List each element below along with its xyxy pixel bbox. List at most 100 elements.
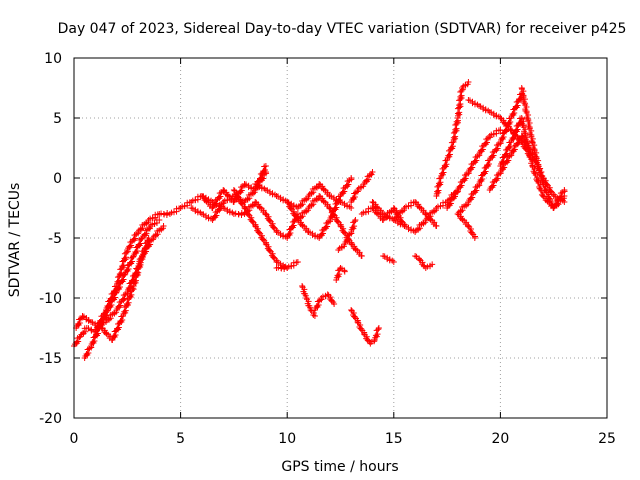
trace-marker	[108, 302, 115, 308]
trace-marker	[112, 332, 119, 338]
data-point	[354, 319, 361, 325]
trace-marker	[256, 229, 262, 236]
trace-marker	[104, 308, 111, 314]
trace-marker	[129, 258, 136, 265]
trace-marker	[479, 176, 486, 182]
trace-marker	[494, 145, 501, 152]
trace-marker	[200, 193, 207, 200]
trace-marker	[328, 297, 335, 304]
trace-marker	[292, 212, 299, 219]
trace-marker	[501, 164, 508, 171]
trace-marker	[466, 97, 473, 104]
trace-marker	[194, 208, 201, 215]
data-point	[348, 175, 355, 181]
trace-marker	[75, 338, 82, 345]
trace-marker	[315, 302, 322, 308]
trace-marker	[482, 106, 489, 113]
trace-marker	[134, 269, 141, 275]
trace-marker	[443, 161, 450, 168]
data-point	[326, 205, 333, 211]
trace-marker	[514, 126, 521, 133]
trace-marker	[365, 176, 372, 183]
trace-marker	[511, 146, 518, 153]
trace-marker	[307, 229, 314, 236]
y-tick-label: 5	[53, 111, 62, 127]
trace-marker	[500, 158, 507, 164]
trace-marker	[95, 326, 102, 332]
trace-marker	[473, 157, 480, 164]
trace-marker	[451, 193, 458, 200]
trace-marker	[123, 249, 130, 256]
trace-marker	[319, 230, 326, 237]
trace-marker	[205, 196, 212, 203]
trace-marker	[275, 229, 282, 236]
trace-marker	[127, 284, 134, 290]
trace-marker	[507, 119, 514, 125]
trace-marker	[446, 151, 453, 158]
data-point	[262, 211, 269, 217]
data-point	[433, 223, 440, 229]
trace-marker	[129, 254, 136, 260]
trace-marker	[245, 211, 252, 218]
trace-marker	[76, 320, 83, 326]
trace-marker	[500, 134, 507, 140]
trace-marker	[490, 182, 497, 189]
data-point	[230, 187, 237, 193]
x-tick-label: 25	[598, 431, 616, 447]
data-point	[390, 259, 397, 265]
trace-marker	[115, 324, 122, 331]
data-point	[316, 181, 323, 187]
data-point	[358, 253, 365, 259]
trace-marker	[116, 284, 123, 290]
trace-marker	[147, 241, 154, 248]
data-point	[412, 199, 419, 205]
trace-marker	[351, 223, 358, 230]
data-point	[529, 163, 536, 169]
trace-marker	[121, 295, 128, 302]
trace-marker	[128, 291, 135, 298]
trace-marker	[365, 337, 372, 344]
data-point	[160, 223, 167, 229]
trace-marker	[260, 175, 267, 182]
trace-marker	[89, 319, 96, 326]
trace-marker	[334, 218, 341, 225]
data-point	[348, 241, 355, 247]
x-tick-label: 15	[385, 431, 403, 447]
trace-marker	[119, 317, 126, 323]
data-point	[252, 223, 259, 229]
trace-marker	[479, 146, 486, 153]
trace-marker	[488, 109, 495, 116]
trace-marker	[213, 212, 220, 219]
data-point	[471, 235, 478, 241]
data-point	[352, 217, 359, 223]
y-axis-label: SDTVAR / TECUs	[7, 183, 23, 298]
trace-marker	[234, 193, 241, 200]
trace-marker	[264, 187, 271, 194]
trace-marker	[287, 205, 294, 212]
trace-marker	[392, 217, 399, 224]
data-point	[422, 211, 429, 217]
trace-marker	[328, 193, 335, 200]
trace-marker	[287, 230, 294, 236]
trace-marker	[397, 220, 404, 227]
trace-marker	[386, 256, 393, 263]
trace-marker	[121, 272, 128, 278]
trace-marker	[453, 118, 460, 125]
trace-marker	[336, 271, 343, 278]
data-point	[316, 193, 323, 199]
data-points	[71, 79, 568, 361]
trace-marker	[324, 223, 331, 230]
trace-marker	[217, 193, 224, 200]
trace-marker	[270, 224, 277, 231]
trace-marker	[333, 204, 340, 211]
data-point	[299, 283, 306, 289]
trace-marker	[266, 217, 273, 224]
trace-marker	[517, 95, 524, 101]
trace-marker	[128, 242, 135, 249]
trace-marker	[386, 214, 393, 221]
trace-marker	[140, 251, 147, 258]
data-point	[156, 217, 163, 223]
data-point	[303, 295, 310, 301]
data-point	[145, 235, 152, 241]
trace-marker	[248, 184, 255, 191]
